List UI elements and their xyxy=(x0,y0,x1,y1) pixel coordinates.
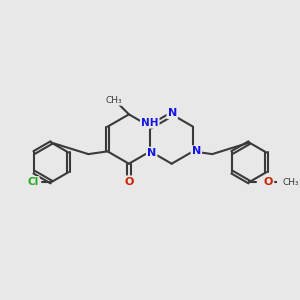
Text: N: N xyxy=(192,146,201,156)
Text: N: N xyxy=(147,148,156,158)
Text: Cl: Cl xyxy=(27,177,39,187)
Text: CH₃: CH₃ xyxy=(106,96,122,105)
Text: N: N xyxy=(168,108,177,118)
Text: CH₃: CH₃ xyxy=(282,178,299,187)
Text: O: O xyxy=(124,176,134,187)
Text: NH: NH xyxy=(141,118,158,128)
Text: O: O xyxy=(264,177,273,187)
